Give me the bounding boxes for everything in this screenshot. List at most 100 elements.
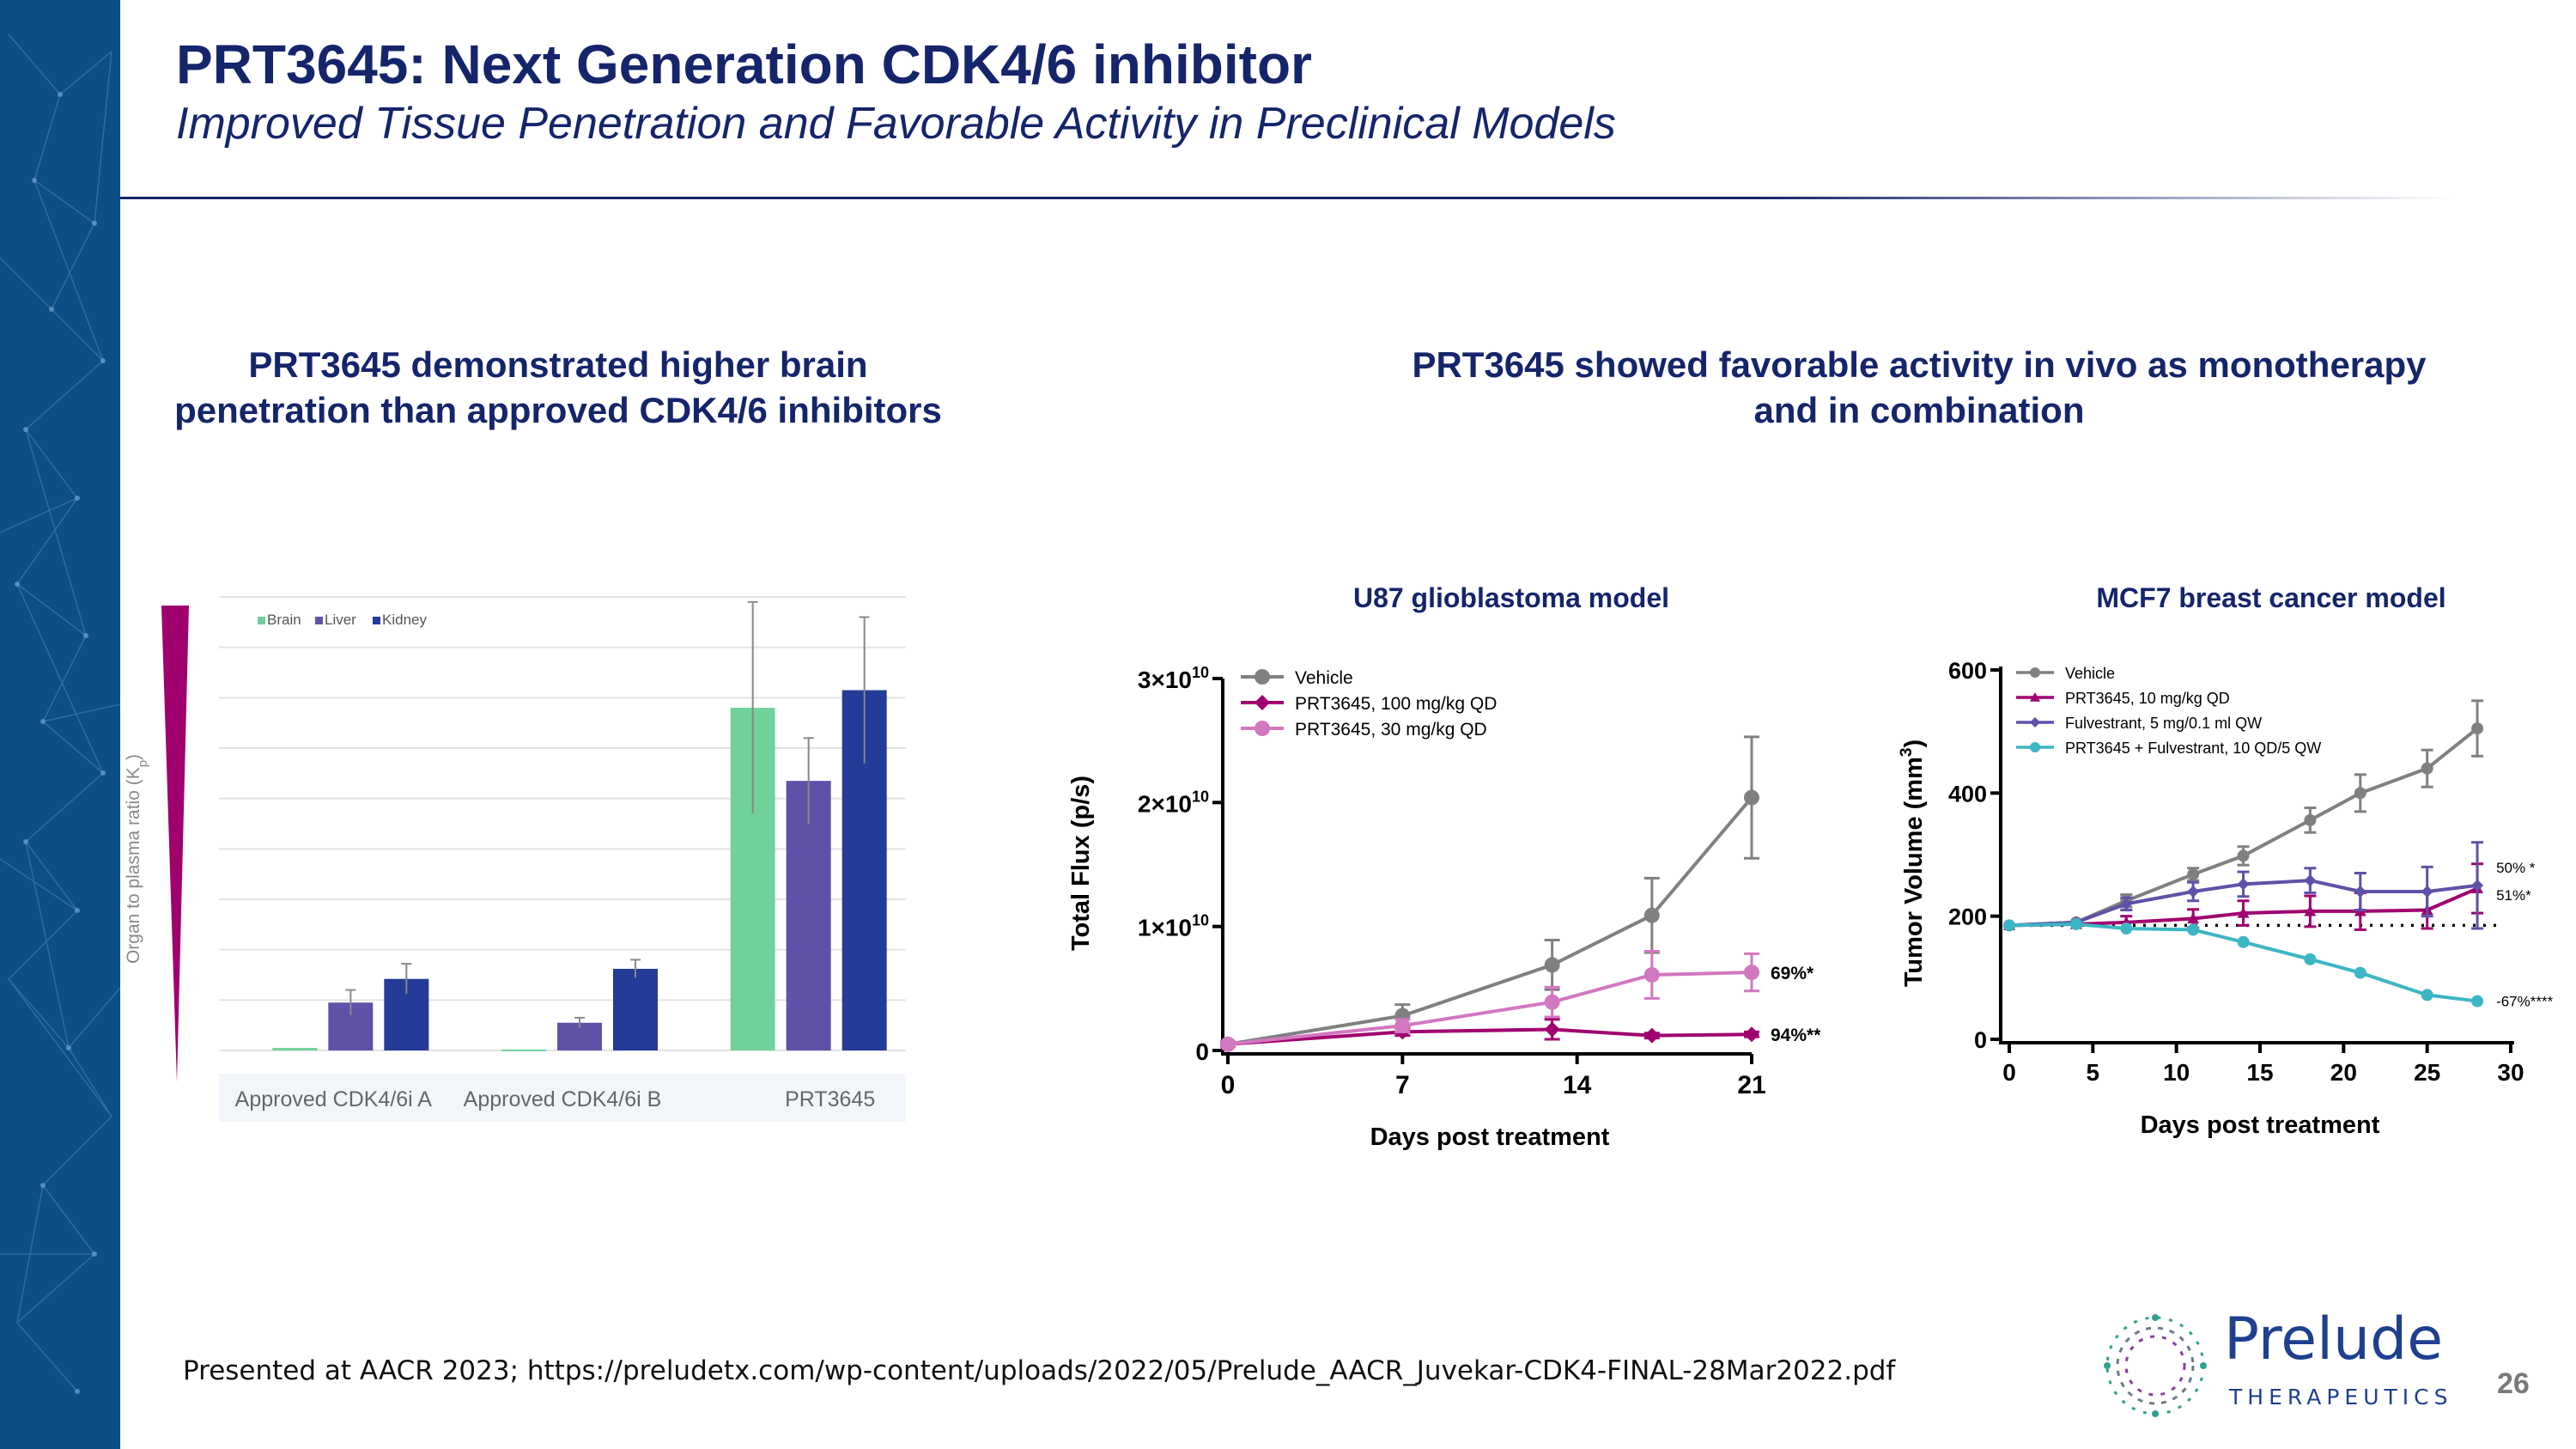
data-point [1744, 1026, 1759, 1043]
data-point [2304, 874, 2317, 887]
x-tick-label: 0 [1221, 1071, 1236, 1099]
legend-marker [1255, 721, 1270, 736]
legend-label: Vehicle [2065, 665, 2115, 682]
data-point [2304, 953, 2317, 965]
legend-label: Vehicle [1295, 668, 1353, 688]
source-footnote: Presented at AACR 2023; https://preludet… [183, 1355, 1896, 1386]
data-point [1643, 966, 1660, 983]
y-tick-base: 0 [1195, 1038, 1209, 1065]
u87-chart: U87 glioblastoma model 0 1×1010 2×1010 3×101… [1056, 571, 1872, 1155]
y-tick-label: 400 [1948, 781, 1987, 807]
prelude-logo: Prelude THERAPEUTICS [2095, 1306, 2456, 1426]
data-point [2187, 912, 2200, 924]
right-heading-line1: PRT3645 showed favorable activity in viv… [1412, 344, 2427, 385]
y-tick-base: 2×10 [1138, 790, 1192, 817]
data-point [2237, 849, 2250, 862]
data-point [1544, 994, 1560, 1010]
left-heading-line2: penetration than approved CDK4/6 inhibit… [174, 390, 942, 430]
y-axis-label: Tumor Volume (mm3) [1898, 740, 1928, 987]
legend: Brain Liver Kidney [258, 612, 427, 628]
data-point [2421, 989, 2433, 1002]
data-point [2237, 935, 2250, 948]
data-point [2354, 787, 2366, 800]
logo-wordmark: Prelude [2224, 1306, 2444, 1373]
data-point [2003, 919, 2015, 932]
page-number: 26 [2497, 1367, 2530, 1400]
data-point [1744, 789, 1759, 806]
legend-label: PRT3645, 30 mg/kg QD [1295, 720, 1487, 740]
y-tick-label: 1×1010 [1138, 912, 1209, 941]
title-divider [120, 197, 2456, 199]
y-tick-label: 0 [1195, 1038, 1209, 1065]
legend-label: PRT3645, 100 mg/kg QD [1295, 694, 1497, 714]
legend-label: Kidney [382, 612, 427, 628]
legend: Vehicle PRT3645, 10 mg/kg QD Fulvestrant, … [2016, 665, 2321, 757]
x-tick-label: 21 [1737, 1071, 1765, 1099]
right-section-heading: PRT3645 showed favorable activity in viv… [1348, 342, 2490, 433]
data-point [2120, 898, 2133, 910]
bar [613, 968, 658, 1050]
x-tick-label: 25 [2414, 1059, 2440, 1086]
legend-label: PRT3645, 10 mg/kg QD [2065, 690, 2230, 707]
series-3 [2003, 917, 2484, 1008]
legend-marker [2030, 692, 2040, 702]
y-tick-base: 1×10 [1138, 915, 1192, 941]
y-axis-label: Total Flux (p/s) [1067, 776, 1095, 951]
legend-swatch [258, 617, 265, 624]
network-pattern [0, 33, 120, 1394]
data-point [1220, 1036, 1236, 1052]
legend-swatch [315, 617, 323, 624]
y-tick-label: 3×1010 [1138, 664, 1209, 693]
y-axis-label-close: ) [1900, 740, 1928, 748]
data-point [2471, 879, 2484, 892]
chart-title: U87 glioblastoma model [1353, 582, 1669, 613]
series-2 [1220, 950, 1759, 1052]
data-point [2187, 868, 2200, 880]
x-tick-label: 5 [2087, 1059, 2100, 1086]
left-heading-line1: PRT3645 demonstrated higher brain [248, 344, 868, 385]
mcf7-chart: MCF7 breast cancer model 0 200 400 600 0 5 10 15… [1889, 571, 2559, 1155]
y-axis-label-superscript: 3 [1898, 748, 1916, 758]
data-point [2421, 886, 2433, 898]
y-tick-label: 600 [1948, 658, 1987, 684]
annotation: -67%**** [2496, 994, 2554, 1010]
x-tick-label: 15 [2246, 1059, 2273, 1086]
legend-marker [1255, 695, 1270, 710]
data-point [1643, 907, 1660, 923]
legend-marker [2030, 667, 2040, 678]
sidebar-network-band [0, 0, 120, 1449]
slide-title: PRT3645: Next Generation CDK4/6 inhibito… [176, 33, 1312, 95]
bar [786, 781, 831, 1050]
category-label: Approved CDK4/6i B [464, 1087, 662, 1111]
data-point [2421, 762, 2433, 775]
bar [501, 1049, 546, 1051]
category-axis-band [219, 1074, 906, 1122]
data-point [2187, 923, 2200, 936]
data-point [2354, 966, 2366, 979]
mcf7-svg: MCF7 breast cancer model 0 200 400 600 0 5 10 15… [1898, 582, 2554, 1139]
x-tick-label: 7 [1395, 1071, 1410, 1099]
legend-label: Fulvestrant, 5 mg/0.1 ml QW [2065, 715, 2262, 732]
data-point [2237, 878, 2250, 891]
legend-marker [1255, 669, 1270, 685]
series-line [2008, 922, 2478, 1003]
series-2 [2003, 841, 2484, 932]
x-axis-label: Days post treatment [1370, 1123, 1610, 1151]
data-point [1643, 1027, 1660, 1044]
annotation: 51%* [2496, 887, 2531, 904]
logo-tagline: THERAPEUTICS [2229, 1385, 2453, 1409]
y-axis-label-close: ) [124, 754, 143, 760]
legend-marker [2030, 717, 2040, 728]
data-point [2237, 907, 2250, 918]
legend: Vehicle PRT3645, 100 mg/kg QD PRT3645, 30 … [1241, 668, 1497, 740]
y-tick-exponent: 10 [1192, 664, 1209, 681]
right-heading-line2: and in combination [1753, 390, 2085, 430]
y-axis-label: Organ to plasma ratio (Kp) [124, 754, 150, 964]
x-tick-label: 14 [1563, 1071, 1592, 1099]
data-point [1744, 965, 1759, 981]
x-tick-label: 30 [2497, 1059, 2524, 1086]
brain-penetration-svg: Organ to plasma ratio (Kp) Brain Liver Kidn… [124, 596, 906, 1122]
y-axis-label-subscript: p [136, 760, 150, 767]
annotation: 94%** [1771, 1026, 1821, 1045]
y-tick-exponent: 10 [1192, 788, 1209, 805]
